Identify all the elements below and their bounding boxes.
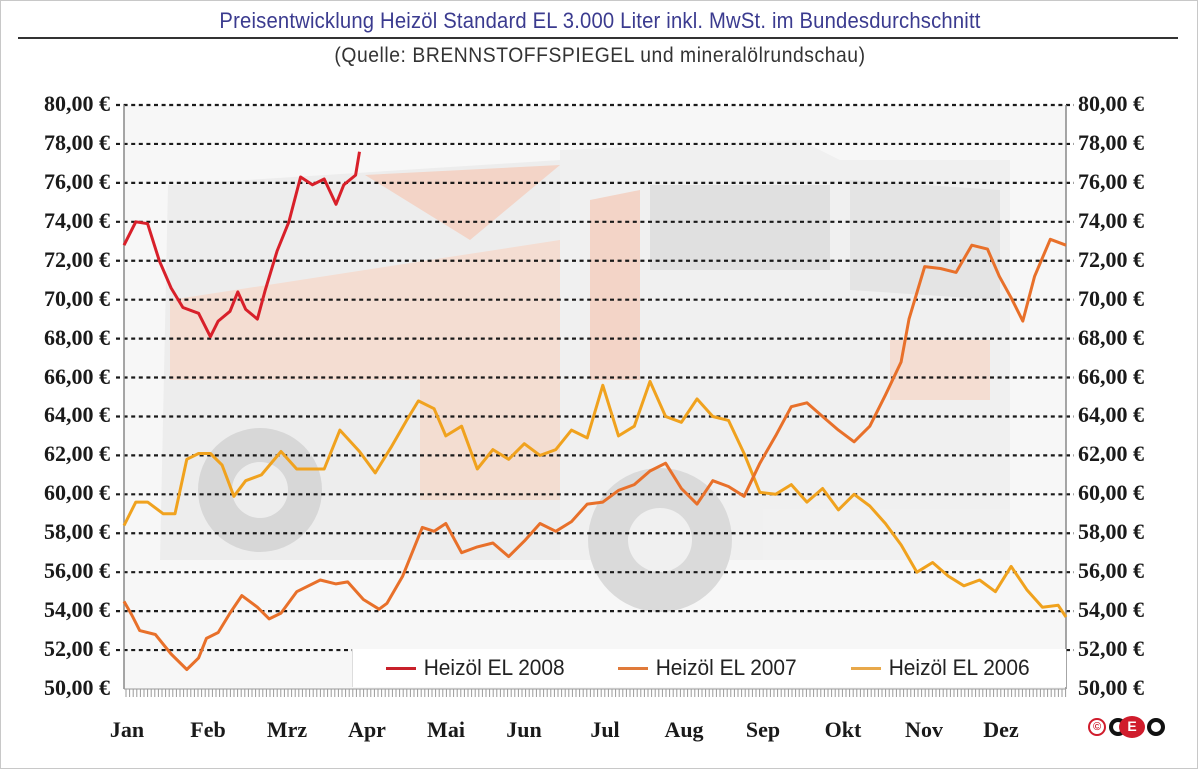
legend-label-2007: Heizöl EL 2007 (655, 655, 797, 680)
y-tick-label-right: 70,00 € (1078, 285, 1144, 311)
legend-item-2006: Heizöl EL 2006 (850, 655, 1033, 681)
x-tick-label-mrz: Mrz (266, 717, 308, 742)
copyright-logo: © E (1088, 716, 1167, 738)
y-tick-label-right: 72,00 € (1078, 246, 1144, 272)
x-tick-label-feb: Feb (190, 717, 226, 742)
y-tick-label-right: 60,00 € (1078, 480, 1144, 506)
y-tick-label-right: 50,00 € (1078, 675, 1144, 700)
x-tick-label-dez: Dez (983, 717, 1019, 742)
x-tick-label-okt: Okt (824, 717, 862, 742)
y-tick-label-left: 72,00 € (44, 246, 110, 272)
y-tick-label-left: 60,00 € (44, 480, 110, 506)
title-underline (18, 37, 1178, 39)
series-line-2006 (122, 379, 1068, 618)
chart-subtitle: (Quelle: BRENNSTOFFSPIEGEL und mineralöl… (334, 44, 866, 67)
y-tick-label-left: 58,00 € (44, 519, 110, 545)
x-tick-label-apr: Apr (348, 717, 386, 742)
y-tick-label-right: 52,00 € (1078, 636, 1144, 662)
legend-label-2008: Heizöl EL 2008 (423, 655, 565, 680)
y-tick-label-right: 76,00 € (1078, 168, 1144, 194)
ceto-logo-icon: E (1109, 716, 1167, 738)
legend-item-2007: Heizöl EL 2007 (618, 655, 800, 681)
series-line-2008 (122, 151, 361, 339)
x-tick-label-aug: Aug (664, 717, 704, 742)
legend-swatch-2007 (618, 666, 649, 670)
x-tick-label-jun: Jun (506, 717, 542, 742)
y-tick-label-left: 52,00 € (44, 636, 110, 662)
legend-swatch-2008 (385, 666, 416, 670)
copyright-icon: © (1088, 718, 1106, 736)
legend: Heizöl EL 2008 Heizöl EL 2007 Heizöl EL … (352, 649, 1066, 687)
y-tick-label-left: 62,00 € (44, 441, 110, 467)
legend-swatch-2006 (850, 666, 881, 670)
x-tick-label-jan: Jan (109, 717, 145, 742)
y-tick-label-left: 76,00 € (44, 168, 110, 194)
y-tick-label-left: 50,00 € (44, 675, 110, 700)
data-series (122, 151, 1068, 671)
truck-background-image (160, 140, 1010, 612)
y-tick-label-right: 80,00 € (1078, 91, 1144, 116)
x-tick-label-nov: Nov (905, 717, 943, 742)
y-tick-label-left: 78,00 € (44, 129, 110, 155)
legend-item-2008: Heizöl EL 2008 (385, 655, 568, 681)
x-axis-ticks (125, 689, 1067, 697)
y-tick-label-right: 54,00 € (1078, 597, 1144, 623)
y-tick-label-right: 58,00 € (1078, 519, 1144, 545)
y-tick-label-left: 68,00 € (44, 324, 110, 350)
y-tick-label-left: 56,00 € (44, 558, 110, 584)
y-tick-label-right: 62,00 € (1078, 441, 1144, 467)
x-tick-label-jul: Jul (590, 717, 620, 742)
y-tick-label-right: 74,00 € (1078, 207, 1144, 233)
y-tick-label-left: 70,00 € (44, 285, 110, 311)
chart-title: Preisentwicklung Heizöl Standard EL 3.00… (219, 8, 981, 33)
y-tick-label-right: 64,00 € (1078, 402, 1144, 428)
y-tick-label-right: 78,00 € (1078, 129, 1144, 155)
x-tick-label-sep: Sep (745, 717, 781, 742)
x-tick-label-mai: Mai (427, 717, 465, 742)
y-tick-label-left: 64,00 € (44, 402, 110, 428)
legend-label-2006: Heizöl EL 2006 (888, 655, 1030, 680)
y-tick-label-left: 80,00 € (44, 91, 110, 116)
y-tick-label-left: 74,00 € (44, 207, 110, 233)
y-tick-label-right: 68,00 € (1078, 324, 1144, 350)
series-line-2007 (122, 237, 1067, 671)
y-tick-label-left: 54,00 € (44, 597, 110, 623)
y-tick-label-right: 66,00 € (1078, 363, 1144, 389)
y-tick-label-right: 56,00 € (1078, 558, 1144, 584)
y-tick-label-left: 66,00 € (44, 363, 110, 389)
